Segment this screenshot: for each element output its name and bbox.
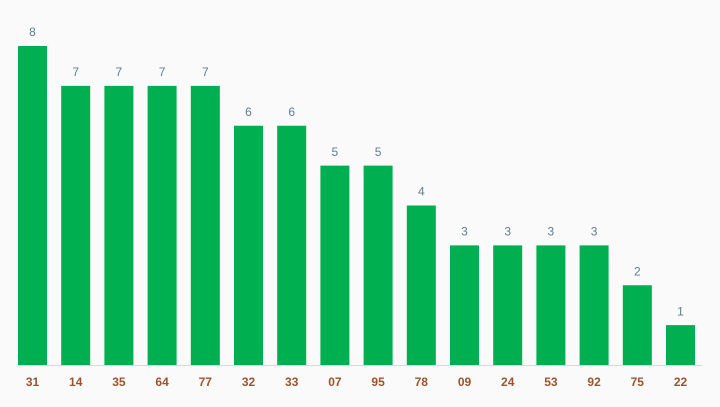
value-label: 7 — [202, 65, 209, 79]
bar — [18, 46, 47, 365]
bar — [622, 285, 652, 365]
x-tick-label: 09 — [458, 375, 472, 389]
value-label: 1 — [677, 304, 684, 318]
x-tick-label: 31 — [26, 375, 40, 389]
value-label: 6 — [288, 105, 295, 119]
bar — [320, 165, 350, 365]
value-label: 5 — [375, 145, 382, 159]
value-label: 7 — [159, 65, 166, 79]
bar — [666, 325, 695, 365]
value-label: 8 — [29, 25, 36, 39]
value-label: 4 — [418, 185, 425, 199]
x-tick-label: 95 — [371, 375, 385, 389]
x-tick-label: 77 — [199, 375, 213, 389]
bar — [147, 85, 177, 365]
x-tick-label: 07 — [328, 375, 342, 389]
x-tick-label: 75 — [631, 375, 645, 389]
x-tick-label: 53 — [544, 375, 558, 389]
value-label: 3 — [461, 225, 468, 239]
value-label: 6 — [245, 105, 252, 119]
x-tick-label: 78 — [415, 375, 429, 389]
value-label: 2 — [634, 264, 641, 278]
bar — [104, 85, 134, 365]
x-tick-label: 32 — [242, 375, 256, 389]
value-label: 7 — [116, 65, 123, 79]
x-tick-label: 64 — [155, 375, 169, 389]
value-label: 3 — [591, 225, 598, 239]
x-tick-label: 24 — [501, 375, 515, 389]
bar — [406, 205, 436, 365]
value-label: 7 — [72, 65, 79, 79]
value-label: 3 — [504, 225, 511, 239]
value-label: 3 — [548, 225, 555, 239]
bar — [450, 245, 479, 365]
value-label: 5 — [332, 145, 339, 159]
bar — [234, 125, 263, 365]
bar — [579, 245, 609, 365]
x-tick-label: 33 — [285, 375, 299, 389]
bar — [190, 85, 220, 365]
bar — [536, 245, 566, 365]
x-tick-label: 92 — [587, 375, 601, 389]
x-tick-label: 14 — [69, 375, 83, 389]
bar — [277, 125, 307, 365]
bar — [363, 165, 393, 365]
x-tick-label: 22 — [674, 375, 688, 389]
bar — [493, 245, 523, 365]
bar — [61, 85, 91, 365]
x-tick-label: 35 — [112, 375, 126, 389]
